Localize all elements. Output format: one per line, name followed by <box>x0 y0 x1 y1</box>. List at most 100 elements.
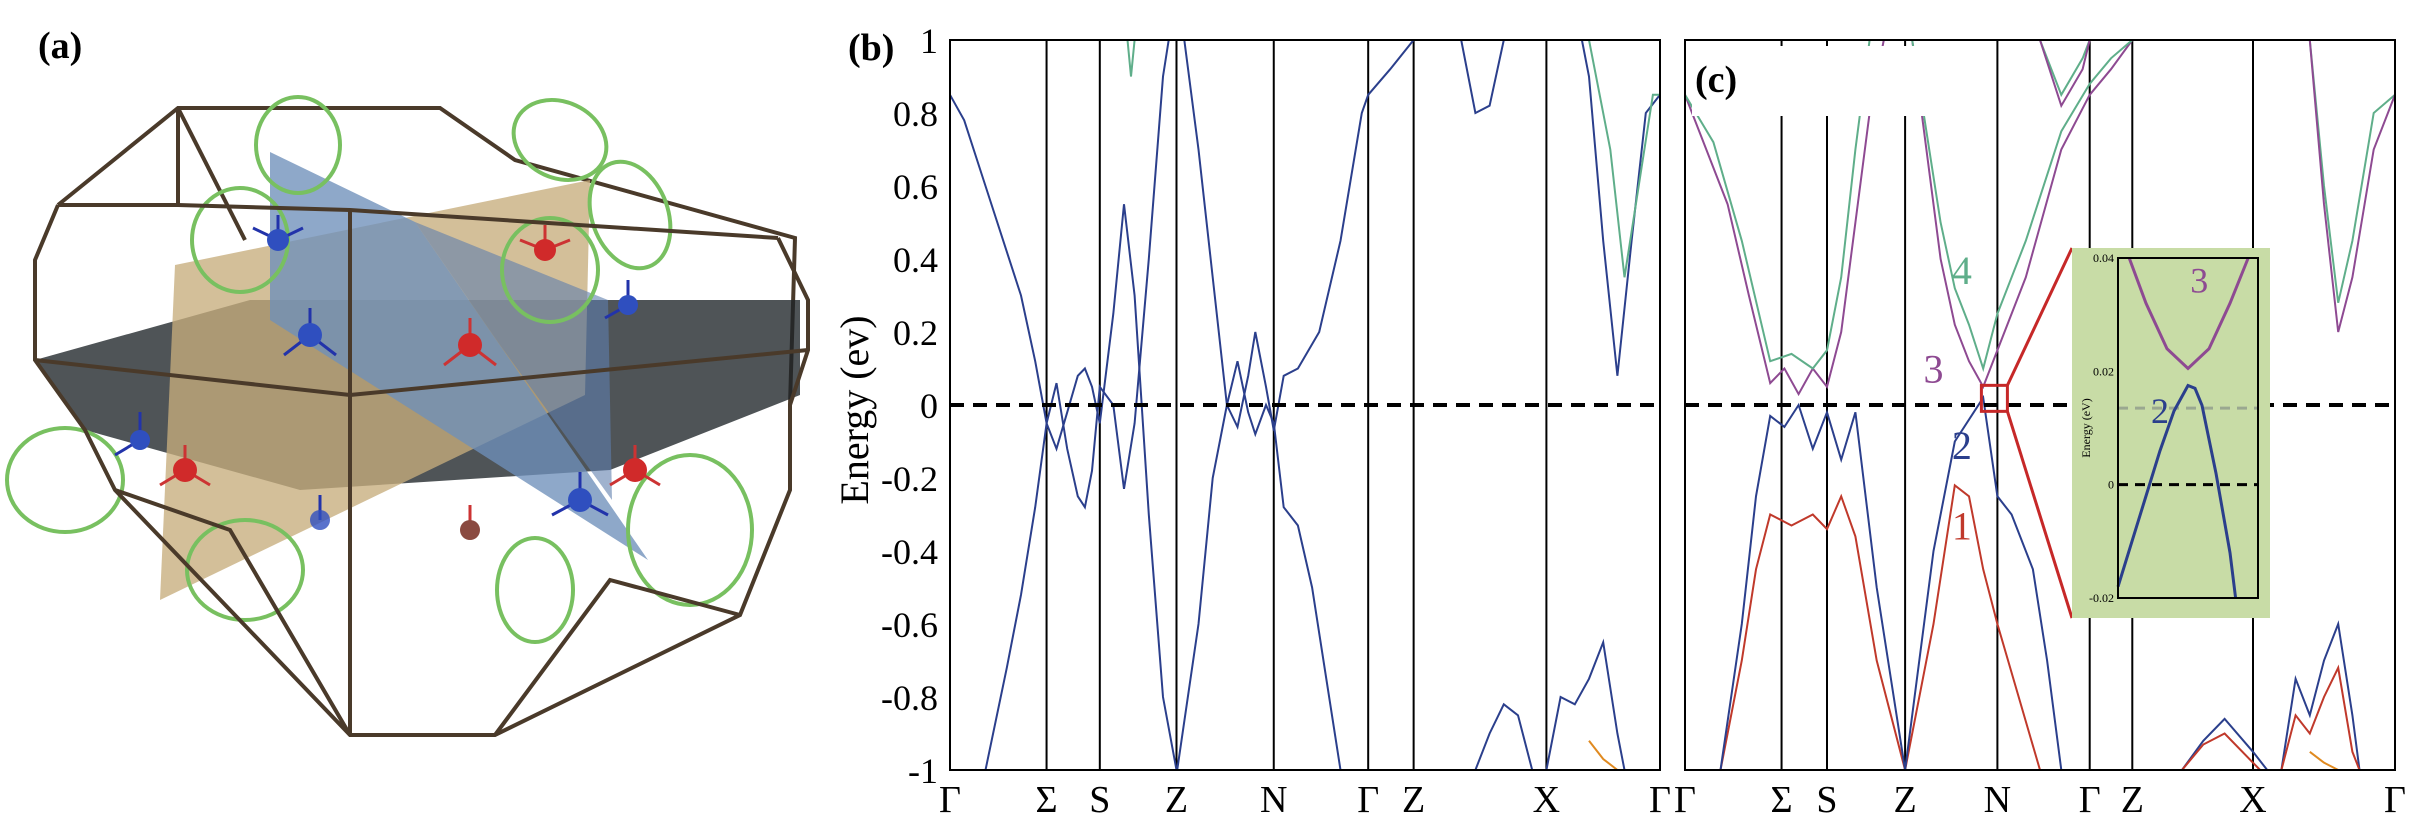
blue-plane <box>270 152 648 560</box>
band-line <box>1588 740 1619 771</box>
green-loops <box>5 95 754 644</box>
plot-frame <box>949 39 1661 771</box>
y-tick-label: 0.6 <box>893 167 938 207</box>
weyl-points <box>114 215 661 540</box>
panel-b-band-structure: (b) Energy (ev) -1 -0.8 -0.6 -0.4 -0.2 0 0.2 0.… <box>832 21 1671 821</box>
inset-y-axis-label: Energy (eV) <box>2079 398 2093 457</box>
y-tick-label: -0.4 <box>881 532 938 572</box>
band-line <box>2181 732 2261 771</box>
band-label: 4 <box>1952 248 1972 293</box>
inset-band-label: 3 <box>2190 261 2208 301</box>
x-tick-label: Γ <box>1674 779 1696 821</box>
band-line <box>1588 39 1660 278</box>
band-line <box>1545 638 1626 771</box>
inset-y-tick-label: 0.04 <box>2093 251 2114 265</box>
y-tick-label: 1 <box>920 21 938 61</box>
band-line <box>2181 717 2268 771</box>
band-line <box>949 94 1178 771</box>
band-line <box>1176 360 1342 771</box>
x-tick-label: Γ <box>2079 779 2101 821</box>
inset-bands <box>2116 257 2258 599</box>
x-tick-label: N <box>1984 779 2011 821</box>
atom-blue <box>283 308 337 357</box>
atom-red <box>460 505 480 540</box>
x-tick-label: Γ <box>1357 779 1379 821</box>
band-line <box>1719 394 2063 771</box>
band-line <box>1460 39 1505 115</box>
plot-frame <box>1684 39 2396 771</box>
band-line <box>1684 39 1885 397</box>
atom-blue <box>551 472 609 517</box>
atom-blue <box>310 495 330 530</box>
band-line <box>2280 620 2361 771</box>
x-tick-label: S <box>1089 779 1110 821</box>
atom-red <box>443 318 497 367</box>
band-line <box>1911 39 2134 390</box>
x-tick-label: Γ <box>939 779 961 821</box>
y-tick-label: -0.6 <box>881 605 938 645</box>
band-line <box>2308 39 2396 333</box>
band-line <box>1183 39 1415 431</box>
blue-plane-upper <box>415 222 612 500</box>
panel-c-label: (c) <box>1695 59 1737 101</box>
x-tick-label: Γ <box>1649 779 1671 821</box>
panel-a-label: (a) <box>38 25 82 67</box>
y-tick-label: -0.8 <box>881 678 938 718</box>
band-labels: 1 23 4 <box>1924 248 1972 549</box>
y-tick-label: 0 <box>920 386 938 426</box>
inset-zoom: -0.02 0 0.02 0.04 Energy (eV) 3 2 <box>2072 248 2270 618</box>
x-tick-label: X <box>1533 779 1560 821</box>
x-tick-label: Z <box>1893 779 1916 821</box>
band-line <box>1719 483 2041 771</box>
bands <box>1684 39 2396 771</box>
y-tick-label: -1 <box>908 751 938 791</box>
band-line <box>1580 39 1661 376</box>
zoom-connector <box>2006 247 2074 386</box>
panel-b-label: (b) <box>848 27 894 69</box>
band-line <box>2309 751 2339 771</box>
y-tick-labels: -1 -0.8 -0.6 -0.4 -0.2 0 0.2 0.4 0.6 0.8 1 <box>881 21 938 791</box>
band-line <box>1684 39 1871 370</box>
inset-y-tick-labels: -0.02 0 0.02 0.04 <box>2089 251 2114 605</box>
inset-y-tick-label: -0.02 <box>2089 591 2114 605</box>
y-tick-label: 0.8 <box>893 94 938 134</box>
inset-band-line <box>2127 257 2250 371</box>
label-backdrop <box>1692 46 1952 116</box>
band-label: 1 <box>1952 503 1972 548</box>
atom-blue <box>252 215 304 251</box>
bands <box>949 39 1661 771</box>
atom-red <box>519 225 571 261</box>
x-tick-label: Z <box>1402 779 1425 821</box>
bz-wireframe-back <box>56 106 798 406</box>
atom-red <box>609 445 661 487</box>
atom-blue <box>604 280 638 320</box>
zoom-connector <box>2005 410 2074 619</box>
band-line <box>2308 39 2396 304</box>
y-tick-label: 0.4 <box>893 240 938 280</box>
x-tick-label: Σ <box>1770 779 1792 821</box>
zoom-box <box>1979 383 2009 413</box>
x-tick-label: X <box>2239 779 2266 821</box>
x-tick-label: Σ <box>1035 779 1057 821</box>
x-tick-label: S <box>1816 779 1837 821</box>
x-tick-label: Z <box>2121 779 2144 821</box>
band-line <box>984 39 1170 771</box>
panel-a-brillouin-zone: (a) <box>5 25 810 737</box>
y-axis-label: Energy (ev) <box>832 315 877 504</box>
inset-band-label: 2 <box>2151 391 2169 431</box>
band-line <box>1126 39 1136 77</box>
inset-band-line <box>2116 383 2238 599</box>
bz-wireframe-front <box>33 108 810 737</box>
band-line <box>2039 39 2091 109</box>
atom-red <box>159 445 211 487</box>
band-line <box>2039 39 2091 98</box>
inset-y-tick-label: 0 <box>2108 478 2114 492</box>
x-tick-label: N <box>1260 779 1287 821</box>
inset-frame <box>2117 257 2259 599</box>
inset-y-tick-label: 0.02 <box>2093 364 2114 378</box>
